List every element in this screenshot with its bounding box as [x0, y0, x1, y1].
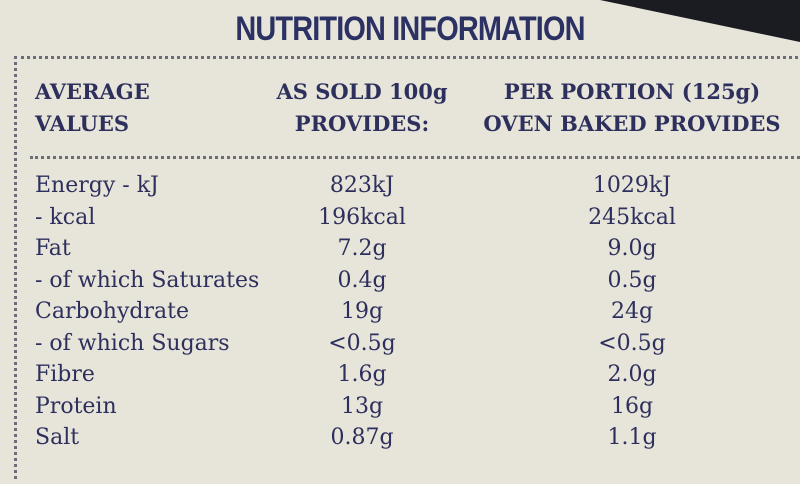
title: NUTRITION INFORMATION — [235, 10, 585, 48]
cell-value: 1029kJ — [592, 173, 672, 198]
column-header: PROVIDES: — [294, 111, 430, 136]
header-separator — [30, 156, 800, 159]
cell-value: 1.6g — [337, 362, 387, 387]
cell-value: 245kcal — [588, 204, 676, 230]
cell-value: 2.0g — [607, 362, 657, 387]
corner-shadow — [600, 0, 800, 42]
cell-value: 0.4g — [337, 267, 387, 293]
cell-value: 13g — [340, 393, 384, 419]
column-header: PER PORTION (125g) — [503, 79, 761, 104]
cell-value: <0.5g — [598, 330, 666, 356]
row-label: Energy - kJ — [35, 173, 159, 198]
row-label: Protein — [35, 393, 117, 419]
row-label: Carbohydrate — [35, 299, 189, 324]
row-label: Fat — [35, 236, 71, 261]
cell-value: 196kcal — [318, 204, 406, 230]
cell-value: 0.5g — [607, 267, 657, 293]
row-label: Fibre — [35, 362, 95, 387]
column-header: AVERAGE — [35, 79, 150, 104]
cell-value: 0.87g — [330, 425, 394, 450]
table-border — [14, 56, 800, 479]
column-header: OVEN BAKED PROVIDES — [483, 111, 781, 136]
cell-value: 823kJ — [329, 173, 395, 198]
cell-value: 24g — [610, 299, 654, 324]
cell-value: <0.5g — [328, 330, 396, 356]
cell-value: 19g — [340, 299, 384, 324]
row-label: - of which Sugars — [35, 330, 230, 356]
row-label: Salt — [35, 425, 80, 450]
cell-value: 7.2g — [337, 236, 387, 261]
cell-value: 1.1g — [607, 425, 657, 450]
column-header: VALUES — [35, 111, 130, 136]
cell-value: 9.0g — [607, 236, 657, 261]
row-label: - of which Saturates — [35, 267, 260, 293]
row-label: - kcal — [35, 204, 96, 230]
cell-value: 16g — [610, 393, 654, 419]
column-header: AS SOLD 100g — [276, 79, 448, 104]
